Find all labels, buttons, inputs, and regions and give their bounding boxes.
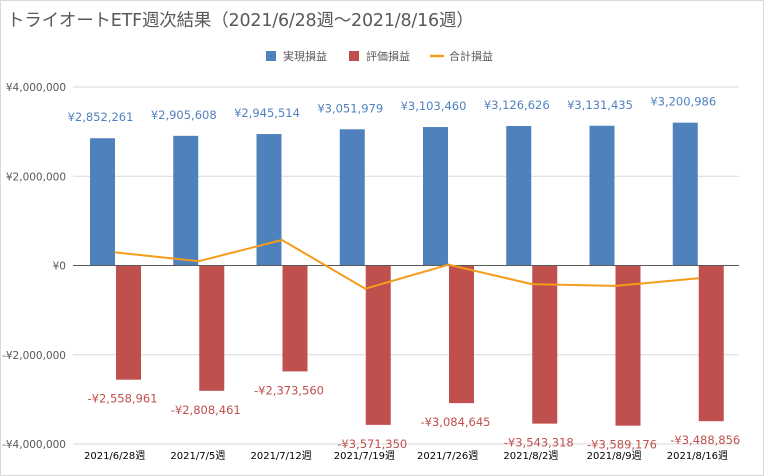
data-label-realized: ¥3,051,979 xyxy=(317,101,383,115)
data-label-unrealized: -¥2,808,461 xyxy=(171,403,241,417)
y-tick-label: ¥2,000,000 xyxy=(6,171,66,183)
bar-realized xyxy=(173,135,199,266)
data-label-realized: ¥3,200,986 xyxy=(650,95,716,109)
chart-title: トライオートETF週次結果（2021/6/28週～2021/8/16週） xyxy=(7,11,474,31)
data-label-unrealized: -¥3,543,318 xyxy=(504,436,574,450)
legend-swatch-2 xyxy=(349,51,359,61)
y-tick-label: -¥2,000,000 xyxy=(2,350,66,362)
bar-realized xyxy=(90,138,115,266)
x-tick-label: 2021/7/26週 xyxy=(417,450,478,462)
data-label-realized: ¥3,131,435 xyxy=(567,98,633,112)
data-label-unrealized: -¥2,558,961 xyxy=(88,392,158,406)
bar-realized xyxy=(339,129,365,266)
bar-unrealized xyxy=(698,265,724,422)
data-label-realized: ¥2,945,514 xyxy=(234,106,300,120)
point-total xyxy=(447,263,450,266)
line-total xyxy=(115,239,699,290)
y-tick-label: ¥4,000,000 xyxy=(6,82,66,94)
data-label-unrealized: -¥2,373,560 xyxy=(254,383,324,397)
x-tick-label: 2021/8/2週 xyxy=(503,450,558,462)
legend-swatch-1 xyxy=(266,51,276,61)
point-total xyxy=(281,238,283,241)
point-total xyxy=(530,283,533,286)
bar-unrealized xyxy=(615,265,641,426)
point-total xyxy=(697,277,700,280)
data-label-unrealized: -¥3,589,176 xyxy=(587,438,657,452)
data-label-realized: ¥2,905,608 xyxy=(151,108,217,122)
x-tick-label: 2021/8/9週 xyxy=(587,450,642,462)
bar-realized xyxy=(423,127,448,266)
data-label-unrealized: -¥3,488,856 xyxy=(670,433,740,447)
bar-unrealized xyxy=(532,265,558,424)
data-label-realized: ¥3,103,460 xyxy=(401,99,467,113)
bar-realized xyxy=(506,125,532,266)
bar-unrealized xyxy=(199,265,225,391)
x-tick-label: 2021/7/19週 xyxy=(334,450,395,462)
x-tick-label: 2021/7/12週 xyxy=(250,450,311,462)
point-total xyxy=(197,260,200,263)
point-total xyxy=(364,287,367,290)
y-tick-label: ¥0 xyxy=(53,261,66,273)
bar-realized xyxy=(589,125,615,266)
x-tick-label: 2021/6/28週 xyxy=(84,450,145,462)
bar-realized xyxy=(672,122,698,266)
point-total xyxy=(614,284,616,287)
bar-unrealized xyxy=(449,265,474,404)
bar-unrealized xyxy=(282,265,308,372)
legend-label-2: 評価損益 xyxy=(366,49,410,63)
x-tick-label: 2021/8/16週 xyxy=(667,450,728,462)
legend-label-3: 合計損益 xyxy=(449,49,493,63)
point-total xyxy=(114,251,117,254)
y-tick-label: -¥4,000,000 xyxy=(2,439,66,451)
data-label-realized: ¥3,126,626 xyxy=(484,98,550,112)
data-label-unrealized: -¥3,084,645 xyxy=(421,415,491,429)
bar-unrealized xyxy=(365,265,391,425)
x-tick-label: 2021/7/5週 xyxy=(170,450,225,462)
data-label-realized: ¥2,852,261 xyxy=(68,110,134,124)
data-label-unrealized: -¥3,571,350 xyxy=(337,437,407,451)
legend-label-1: 実現損益 xyxy=(283,49,327,63)
bar-unrealized xyxy=(116,265,141,380)
